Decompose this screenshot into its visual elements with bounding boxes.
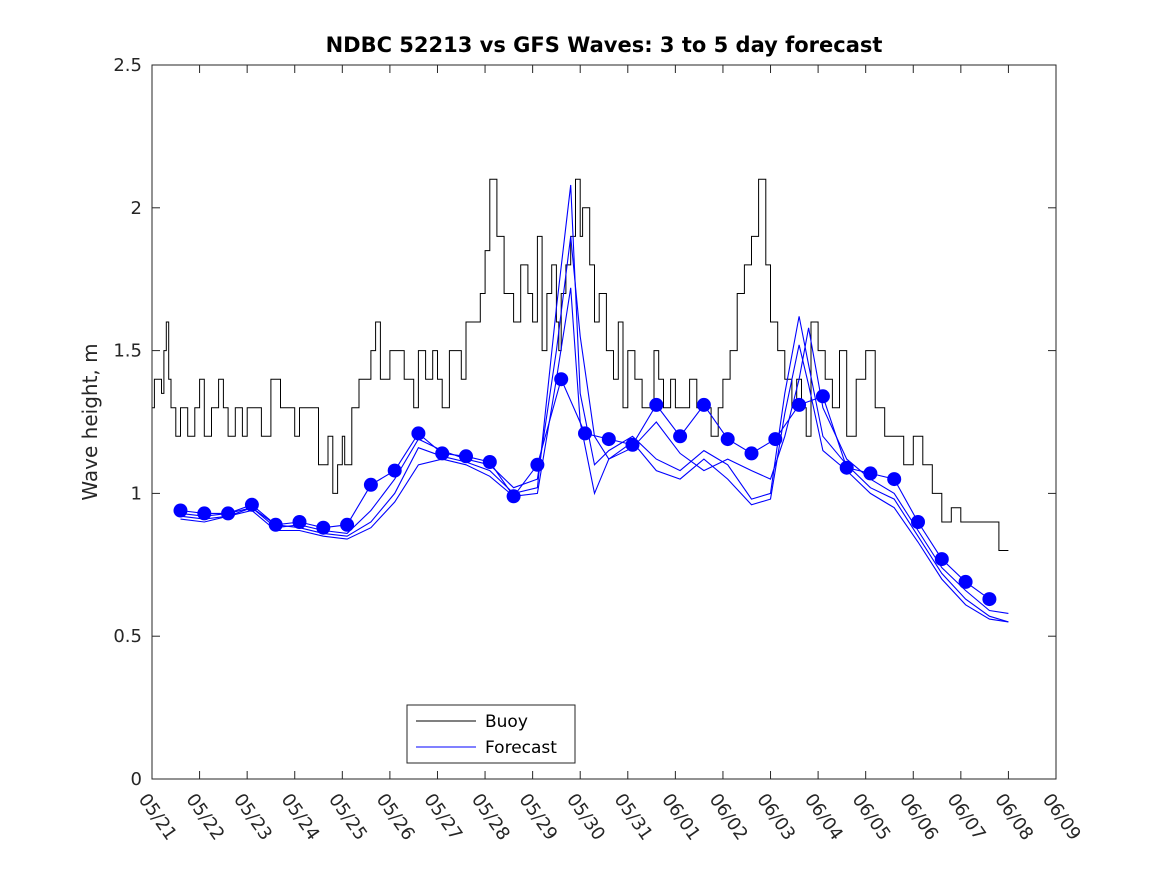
series-3 xyxy=(180,184,1009,623)
forecast-point xyxy=(696,397,711,412)
y-tick-label: 2 xyxy=(131,198,142,219)
legend-box xyxy=(406,704,576,764)
forecast-line-3 xyxy=(180,184,1009,623)
forecast-point xyxy=(625,437,640,452)
buoy-line xyxy=(152,178,1009,551)
legend-forecast-label: Forecast xyxy=(485,738,557,758)
forecast-point xyxy=(982,592,997,607)
series-4 xyxy=(180,287,1009,623)
y-tick-label: 1 xyxy=(131,483,142,504)
forecast-point xyxy=(839,460,854,475)
forecast-point xyxy=(578,426,592,441)
forecast-point xyxy=(340,517,355,532)
forecast-point xyxy=(530,457,545,472)
forecast-point xyxy=(411,426,426,441)
legend-buoy-label: Buoy xyxy=(485,712,528,732)
legend: Buoy Forecast xyxy=(406,704,576,764)
forecast-point xyxy=(744,446,759,461)
forecast-line-4 xyxy=(180,287,1009,623)
forecast-point xyxy=(363,477,378,492)
forecast-point xyxy=(720,432,735,447)
forecast-point xyxy=(792,397,807,412)
forecast-point xyxy=(863,466,878,481)
y-tick-label: 0 xyxy=(131,769,142,790)
forecast-point xyxy=(601,432,616,447)
y-tick-label: 2.5 xyxy=(113,55,142,76)
series-layer xyxy=(152,178,1009,623)
forecast-point xyxy=(958,574,973,589)
series-0 xyxy=(152,178,1009,551)
y-tick-label: 1.5 xyxy=(113,341,142,362)
series-2 xyxy=(180,236,1009,614)
forecast-point xyxy=(673,429,688,444)
forecast-line-2 xyxy=(180,236,1009,614)
axes-box xyxy=(151,64,1057,780)
plot-area xyxy=(152,65,1056,779)
forecast-point xyxy=(197,506,212,521)
chart-title: NDBC 52213 vs GFS Waves: 3 to 5 day fore… xyxy=(326,33,883,57)
forecast-point xyxy=(482,455,497,469)
forecast-point xyxy=(173,503,188,518)
forecast-point xyxy=(554,372,569,387)
forecast-point xyxy=(887,472,902,487)
forecast-point xyxy=(815,389,830,404)
forecast-point xyxy=(649,397,664,412)
y-axis-label: Wave height, m xyxy=(78,343,102,500)
y-tick-label: 0.5 xyxy=(113,626,142,647)
